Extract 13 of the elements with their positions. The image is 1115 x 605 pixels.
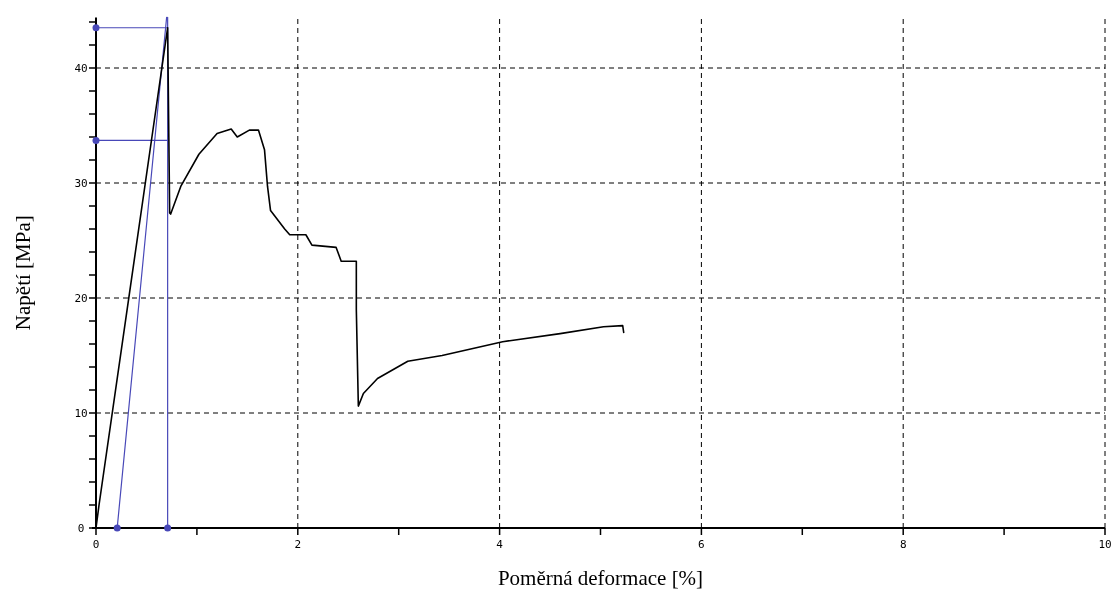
y-axis-title: Napětí [MPa]: [11, 215, 35, 331]
x-tick-label: 6: [698, 538, 705, 551]
y-tick-label: 40: [74, 62, 88, 75]
x-tick-label: 0: [92, 538, 100, 551]
x-tick-label: 10: [1098, 538, 1112, 551]
y-tick-label: 0: [77, 522, 85, 535]
y-tick-label: 20: [74, 292, 88, 305]
x-tick-label: 2: [294, 538, 302, 551]
x-tick-label: 8: [899, 538, 907, 551]
x-tick-label: 4: [496, 538, 504, 551]
y-tick-label: 30: [74, 177, 88, 190]
y-tick-label: 10: [74, 407, 88, 420]
x-axis-title: Poměrná deformace [%]: [497, 566, 704, 590]
